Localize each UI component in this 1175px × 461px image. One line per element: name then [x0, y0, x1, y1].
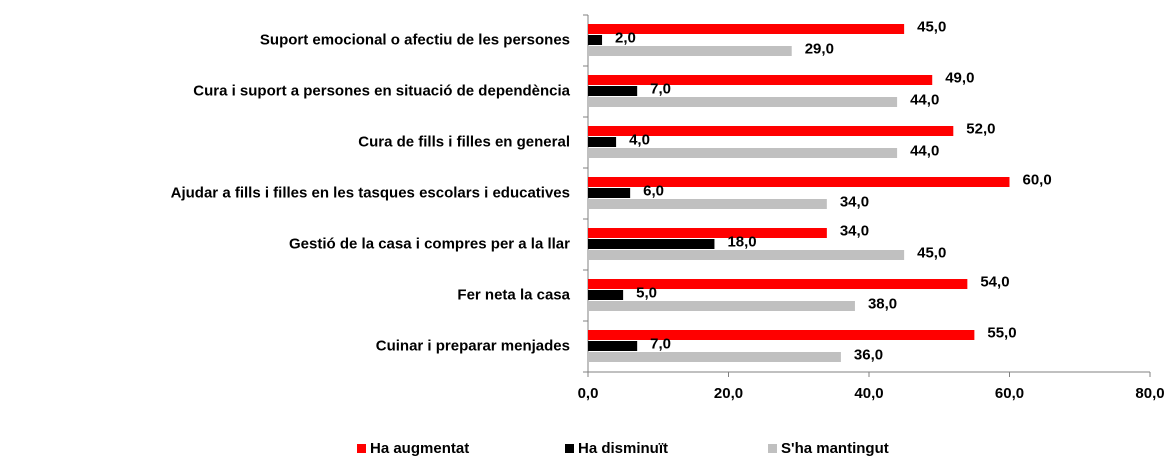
value-label: 45,0	[917, 18, 946, 35]
bar	[588, 330, 975, 340]
x-tick-label: 80,0	[1135, 385, 1164, 402]
bar	[588, 341, 638, 351]
legend-swatch	[565, 444, 574, 453]
value-label: 34,0	[840, 193, 869, 210]
category-label: Suport emocional o afectiu de les person…	[260, 31, 570, 48]
bar	[588, 228, 827, 238]
x-tick-label: 40,0	[854, 385, 883, 402]
value-label: 7,0	[650, 80, 671, 97]
x-tick-label: 20,0	[714, 385, 743, 402]
bar	[588, 177, 1010, 187]
value-label: 29,0	[805, 40, 834, 57]
value-label: 54,0	[980, 273, 1009, 290]
bar	[588, 301, 855, 311]
bar	[588, 250, 905, 260]
value-label: 44,0	[910, 91, 939, 108]
value-label: 52,0	[966, 120, 995, 137]
bar	[588, 352, 841, 362]
value-label: 49,0	[945, 69, 974, 86]
legend-label: Ha disminuït	[578, 440, 668, 457]
legend-swatch	[768, 444, 777, 453]
value-label: 5,0	[636, 284, 657, 301]
legend-swatch	[357, 444, 366, 453]
category-label: Ajudar a fills i filles en les tasques e…	[171, 184, 570, 201]
value-label: 60,0	[1023, 171, 1052, 188]
bar	[588, 97, 898, 107]
bar	[588, 148, 898, 158]
legend-label: S'ha mantingut	[781, 440, 889, 457]
bar	[588, 290, 624, 300]
value-label: 55,0	[987, 324, 1016, 341]
bar	[588, 126, 954, 136]
bar	[588, 188, 631, 198]
x-tick-label: 60,0	[995, 385, 1024, 402]
value-label: 36,0	[854, 346, 883, 363]
bar	[588, 86, 638, 96]
bar	[588, 279, 968, 289]
value-label: 6,0	[643, 182, 664, 199]
value-label: 2,0	[615, 29, 636, 46]
value-label: 4,0	[629, 131, 650, 148]
category-label: Cura i suport a persones en situació de …	[193, 82, 570, 99]
x-tick-label: 0,0	[578, 385, 599, 402]
category-label: Gestió de la casa i compres per a la lla…	[289, 235, 570, 252]
legend-label: Ha augmentat	[370, 440, 469, 457]
category-label: Fer neta la casa	[457, 286, 570, 303]
value-label: 44,0	[910, 142, 939, 159]
bar	[588, 24, 905, 34]
value-label: 34,0	[840, 222, 869, 239]
bar	[588, 137, 617, 147]
value-label: 18,0	[727, 233, 756, 250]
category-label: Cura de fills i filles en general	[358, 133, 570, 150]
bar	[588, 239, 715, 249]
bar	[588, 46, 792, 56]
bar	[588, 35, 603, 45]
value-label: 45,0	[917, 244, 946, 261]
category-label: Cuinar i preparar menjades	[376, 337, 570, 354]
bar	[588, 75, 933, 85]
bar	[588, 199, 827, 209]
value-label: 7,0	[650, 335, 671, 352]
value-label: 38,0	[868, 295, 897, 312]
